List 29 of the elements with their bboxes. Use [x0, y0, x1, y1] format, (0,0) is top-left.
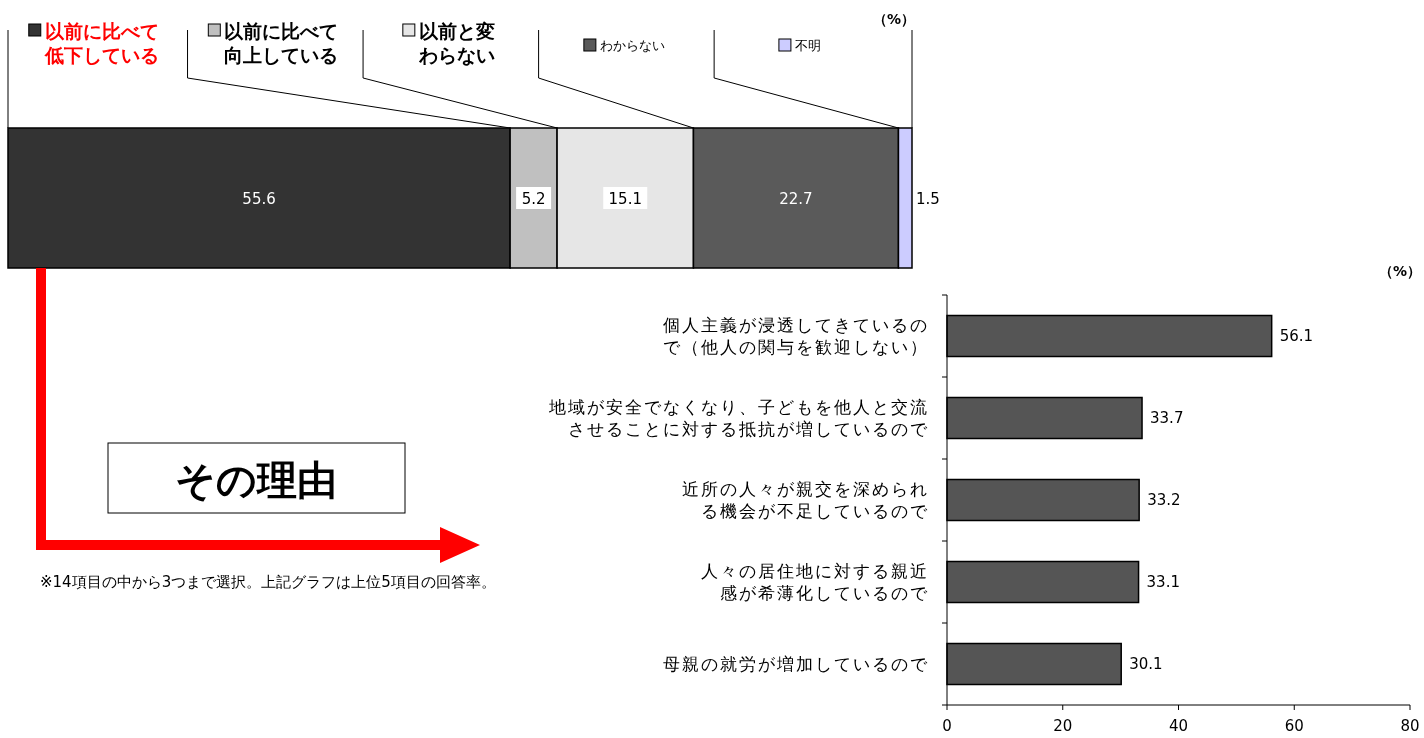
x-tick-label: 60 [1284, 717, 1304, 735]
y-tick-label: 近所の人々が親交を深められる機会が不足しているので [682, 479, 929, 521]
data-label: 5.2 [521, 190, 546, 208]
x-tick-label: 20 [1053, 717, 1073, 735]
legend-label: 以前と変わらない [417, 20, 495, 66]
data-label: 33.7 [1150, 409, 1184, 427]
data-label: 33.1 [1146, 573, 1180, 591]
legend-label: 以前に比べて低下している [43, 20, 159, 66]
x-tick-label: 80 [1400, 717, 1420, 735]
data-label: 30.1 [1129, 655, 1163, 673]
text: （%） [872, 11, 916, 27]
data-label: 33.2 [1147, 491, 1181, 509]
legend-label: わからない [599, 38, 665, 53]
data-label: 55.6 [242, 190, 276, 208]
legend-label: 不明 [794, 38, 821, 53]
y-tick-label: 個人主義が浸透してきているので（他人の関与を歓迎しない） [663, 315, 929, 357]
text: その理由 [175, 457, 337, 503]
y-tick-label: 人々の居住地に対する親近感が希薄化しているので [701, 561, 929, 603]
legend-label: 以前に比べて向上している [224, 20, 339, 66]
data-label: 56.1 [1279, 327, 1314, 345]
data-label: 15.1 [608, 190, 642, 208]
x-tick-label: 40 [1168, 717, 1189, 735]
x-tick-label: 0 [942, 717, 952, 735]
y-tick-label: 母親の就労が増加しているので [663, 654, 929, 674]
y-tick-label: 地域が安全でなくなり、子どもを他人と交流させることに対する抵抗が増しているので [548, 397, 929, 439]
data-label: 1.5 [916, 190, 940, 208]
text: （%） [1378, 263, 1422, 279]
data-label: 22.7 [779, 190, 813, 208]
text: ※14項目の中から3つまで選択。上記グラフは上位5項目の回答率。 [40, 573, 496, 591]
